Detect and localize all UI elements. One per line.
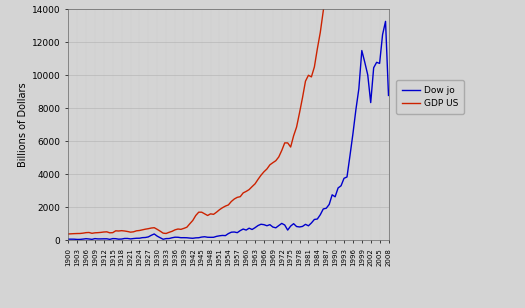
Dow jo [92, 237, 98, 241]
Dow jo [175, 235, 181, 239]
Dow jo [157, 236, 163, 240]
Dow jo [385, 94, 392, 97]
GDP US [172, 228, 178, 232]
GDP US [89, 232, 95, 235]
Dow jo [74, 237, 80, 241]
Dow jo [65, 237, 71, 241]
Dow jo [382, 19, 388, 23]
Legend: Dow jo, GDP US: Dow jo, GDP US [396, 80, 464, 114]
Dow jo [279, 221, 285, 225]
GDP US [65, 232, 71, 236]
GDP US [154, 228, 160, 231]
Line: GDP US: GDP US [68, 0, 388, 234]
Y-axis label: Billions of Dollars: Billions of Dollars [18, 83, 28, 167]
GDP US [237, 195, 244, 199]
GDP US [276, 155, 282, 159]
Line: Dow jo: Dow jo [68, 21, 388, 239]
GDP US [240, 191, 246, 195]
Dow jo [240, 227, 246, 231]
Dow jo [243, 228, 249, 232]
